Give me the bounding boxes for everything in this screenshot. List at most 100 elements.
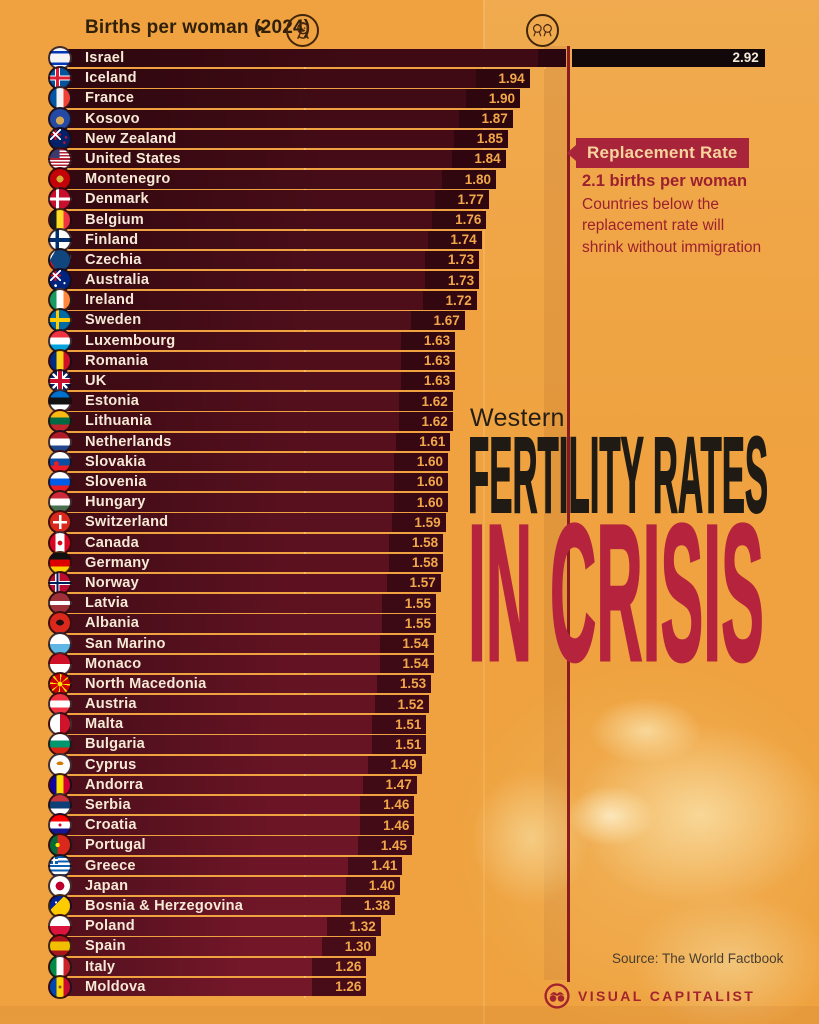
value-box: 1.84	[451, 149, 506, 169]
value-box: 1.47	[362, 775, 417, 795]
title-main: FERTILITY RATES	[468, 414, 769, 535]
chart-row: 1.76 Belgium	[0, 207, 819, 232]
country-bar: 1.63	[54, 331, 456, 351]
bar-value: 1.38	[363, 898, 391, 914]
value-box: 1.63	[401, 331, 456, 351]
country-bar: 1.32	[54, 917, 381, 936]
country-label: Latvia	[85, 595, 129, 612]
bar-value: 1.41	[371, 858, 398, 874]
above-replacement-bar: 2.92	[572, 49, 765, 68]
bar-value: 1.51	[395, 716, 422, 732]
chart-row: 1.72 Ireland	[0, 288, 819, 313]
flag-icon-au	[48, 268, 72, 293]
country-label: Iceland	[85, 70, 137, 87]
value-box: 1.54	[379, 634, 434, 653]
country-label: Bosnia & Herzegovina	[85, 897, 244, 914]
value-box: 1.59	[391, 513, 446, 532]
flag-icon-ee	[48, 389, 72, 414]
country-label: Spain	[85, 938, 126, 955]
value-box: 1.32	[326, 917, 381, 936]
chart-row: 1.63 Luxembourg	[0, 328, 819, 353]
chart-row: 1.58 Germany	[0, 550, 819, 575]
bar-value: 1.94	[498, 70, 525, 86]
bar-value: 1.62	[421, 413, 448, 429]
bar-value: 1.46	[383, 817, 410, 833]
country-bar: 1.62	[54, 412, 453, 431]
country-bar: 1.52	[54, 695, 429, 714]
bar-value: 1.73	[447, 272, 475, 288]
country-label: Greece	[85, 857, 136, 874]
chart-row: 1.47 Andorra	[0, 772, 819, 797]
value-box: 1.26	[312, 977, 367, 997]
value-box: 1.61	[396, 432, 451, 451]
country-bar: 1.60	[54, 472, 448, 492]
flag-icon-gb	[48, 369, 72, 394]
replacement-rate-callout: Replacement Rate	[567, 138, 749, 168]
value-box: 1.76	[432, 210, 487, 229]
country-bar: 1.49	[54, 755, 422, 775]
country-bar: 1.59	[54, 513, 446, 532]
chart-row: 1.40 Japan	[0, 873, 819, 898]
country-label: New Zealand	[85, 130, 177, 147]
value-box: 1.26	[312, 957, 367, 976]
country-bar: 1.54	[54, 634, 434, 653]
visual-capitalist-logo-icon	[544, 983, 570, 1009]
bar-value: 1.60	[416, 454, 443, 470]
value-box: 1.94	[475, 69, 530, 88]
country-bar: 1.63	[54, 372, 456, 391]
bar-value: 1.26	[335, 958, 362, 974]
bar-value: 1.40	[368, 878, 395, 894]
chart-row: 1.62 Estonia	[0, 389, 819, 414]
country-label: North Macedonia	[85, 675, 207, 692]
country-bar: 1.30	[54, 937, 376, 956]
bar-value: 1.46	[383, 797, 410, 813]
country-label: Luxembourg	[85, 332, 176, 349]
country-label: Montenegro	[85, 171, 171, 188]
country-label: Belgium	[85, 211, 144, 228]
chart-row: 1.38 Bosnia & Herzegovina	[0, 893, 819, 918]
bar-value: 1.58	[411, 555, 439, 571]
brand-name: VISUAL CAPITALIST	[578, 988, 756, 1004]
country-bar: 1.57	[54, 573, 441, 593]
flag-icon-xk	[48, 106, 72, 131]
value-box: 1.55	[382, 594, 436, 613]
chart-row: 1.54 Monaco	[0, 651, 819, 676]
country-bar: 1.45	[54, 836, 412, 855]
country-label: Monaco	[85, 655, 142, 672]
chart-row: 1.57 Norway	[0, 570, 819, 595]
chart-row: 1.55 Latvia	[0, 591, 819, 616]
value-box: 1.58	[389, 553, 444, 573]
value-box: 1.60	[394, 452, 448, 472]
country-bar: 1.60	[54, 493, 448, 512]
country-bar: 1.90	[54, 89, 520, 108]
country-label: Norway	[85, 574, 139, 591]
bar-value: 1.54	[402, 635, 429, 651]
chart-row: 1.46 Serbia	[0, 793, 819, 818]
country-label: Canada	[85, 534, 139, 551]
country-label: Slovenia	[85, 473, 147, 490]
bar-value: 1.55	[404, 595, 431, 611]
flag-icon-jp	[48, 873, 72, 898]
country-label: Poland	[85, 918, 135, 935]
country-label: Netherlands	[85, 433, 172, 450]
country-bar: 1.51	[54, 715, 427, 734]
chart-row: 1.55 Albania	[0, 611, 819, 636]
bar-chart: 2.92 Israel 1.94 Iceland 1.90 France 1.87 Kosov…	[0, 46, 819, 999]
flag-icon-hu	[48, 490, 72, 515]
bar-value: 1.60	[416, 494, 443, 510]
value-box: 1.74	[427, 230, 482, 250]
chart-row: 1.90 France	[0, 86, 819, 111]
brand-lockup: VISUAL CAPITALIST	[544, 983, 755, 1009]
axis-title-arrow: ▸	[258, 19, 266, 35]
country-label: Estonia	[85, 393, 140, 410]
bar-value: 1.32	[349, 918, 376, 934]
country-bar: 1.51	[54, 735, 427, 754]
value-box	[538, 49, 566, 68]
bar-value: 1.63	[423, 373, 451, 389]
value-box: 1.80	[442, 170, 496, 189]
country-bar: 1.47	[54, 775, 417, 795]
flag-icon-ro	[48, 348, 72, 373]
bar-value: 1.76	[455, 211, 482, 227]
value-box: 1.51	[372, 735, 427, 754]
